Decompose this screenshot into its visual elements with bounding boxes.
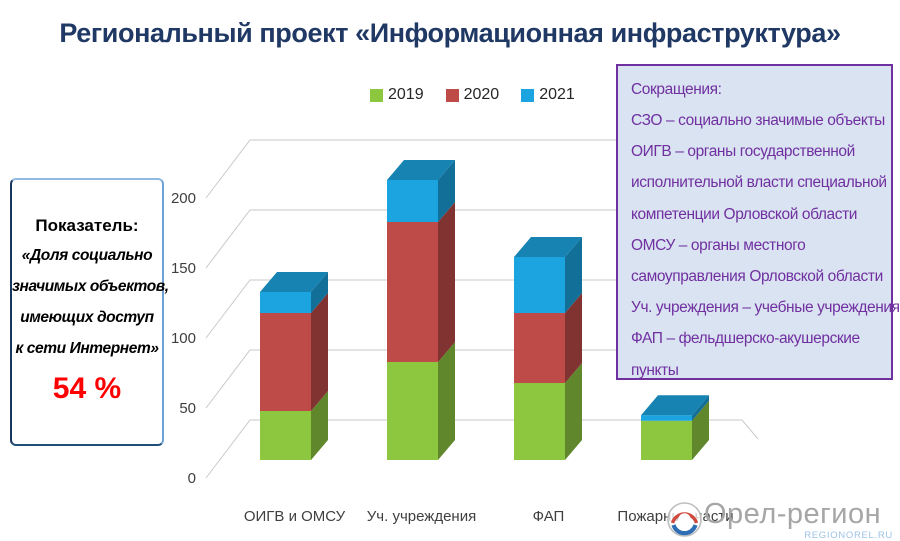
chart-legend: 2019 2020 2021	[370, 86, 575, 104]
abbreviations-heading: Сокращения:	[631, 81, 722, 98]
bar-side-face-2021	[311, 272, 328, 313]
gridline	[205, 419, 759, 479]
indicator-value: 54 %	[52, 372, 122, 405]
bar-side-face-2021	[438, 160, 455, 222]
slide-title: Региональный проект «Информационная инфр…	[59, 18, 841, 48]
logo-emblem-icon	[667, 502, 702, 537]
legend-label: 2019	[388, 86, 424, 103]
legend-label: 2020	[463, 86, 500, 103]
abbreviation-line: Уч. учреждения – учебные учреждения	[631, 299, 900, 317]
bar-side-face-2021	[692, 395, 709, 421]
bar-top-face	[514, 237, 582, 257]
indicator-quote: «Доля социально значимых объектов, имеющих…	[12, 240, 169, 364]
bar-side-face-2019	[438, 342, 455, 460]
indicator-box: Показатель: «Доля социально значимых объе…	[10, 178, 169, 446]
bar-side-face-2020	[311, 293, 328, 411]
logo: Орел-регион REGIONOREL.RU	[652, 498, 896, 541]
bar-side-face-2019	[311, 391, 328, 460]
abbreviations-list: СЗО – социально значимые объекты ОИГВ – о…	[631, 105, 900, 386]
category-label: Уч. учреждения	[367, 508, 476, 525]
legend-item-2019: 2019	[370, 86, 424, 104]
bar-side-face-2020	[565, 293, 582, 383]
bar-segment-2019	[260, 411, 311, 460]
y-tick-label: 0	[188, 470, 196, 487]
abbreviation-line: компетенции Орловской области	[631, 205, 858, 223]
bar-segment-2020	[514, 313, 565, 383]
bar-segment-2021	[387, 180, 438, 222]
bar-segment-2020	[387, 222, 438, 362]
indicator-quote-line: к сети Интернет»	[15, 340, 159, 357]
bar-top-face	[260, 272, 328, 292]
bar-top-face	[387, 160, 455, 180]
legend-swatch	[370, 88, 383, 102]
bar-segment-2021	[260, 292, 311, 313]
legend-label: 2021	[539, 86, 575, 103]
bar-segment-2020	[260, 313, 311, 411]
bar-segment-2019	[514, 383, 565, 460]
bar-segment-2021	[641, 415, 692, 421]
indicator-quote-line: значимых объектов,	[12, 278, 169, 295]
abbreviation-line: исполнительной власти специальной	[631, 174, 887, 192]
bar-segment-2021	[514, 257, 565, 313]
abbreviation-line: ФАП – фельдшерско-акушерские	[631, 330, 860, 348]
abbreviation-line: пункты	[631, 361, 679, 379]
abbreviation-line: ОИГВ – органы государственной	[631, 143, 855, 161]
category-label: ОИГВ и ОМСУ	[244, 508, 346, 525]
bar-side-face-2019	[565, 363, 582, 460]
logo-site: REGIONOREL.RU	[804, 530, 893, 541]
y-tick-label: 150	[171, 260, 196, 277]
legend-swatch	[445, 88, 459, 102]
bar-top-face	[641, 395, 709, 416]
indicator-heading: Показатель:	[35, 216, 139, 235]
category-label: ФАП	[533, 508, 565, 525]
bar-side-face-2020	[438, 202, 455, 362]
abbreviation-line: ОМСУ – органы местного	[631, 236, 806, 254]
y-tick-label: 200	[171, 190, 196, 207]
y-tick-label: 50	[179, 400, 196, 417]
legend-swatch	[521, 88, 535, 102]
logo-text: Орел-регион	[704, 498, 882, 530]
bar-side-face-2019	[692, 400, 709, 460]
indicator-quote-line: «Доля социально	[21, 247, 153, 264]
bar-side-face-2021	[565, 237, 582, 313]
legend-item-2020: 2020	[445, 86, 500, 104]
abbreviations-box: Сокращения: СЗО – социально значимые объ…	[616, 64, 900, 380]
bar-segment-2019	[641, 420, 692, 460]
legend-item-2021: 2021	[521, 86, 575, 104]
bar-segment-2019	[387, 362, 438, 460]
abbreviation-line: СЗО – социально значимые объекты	[631, 112, 885, 129]
y-tick-label: 100	[171, 330, 196, 347]
indicator-quote-line: имеющих доступ	[20, 309, 154, 326]
abbreviation-line: самоуправления Орловской области	[631, 268, 883, 286]
